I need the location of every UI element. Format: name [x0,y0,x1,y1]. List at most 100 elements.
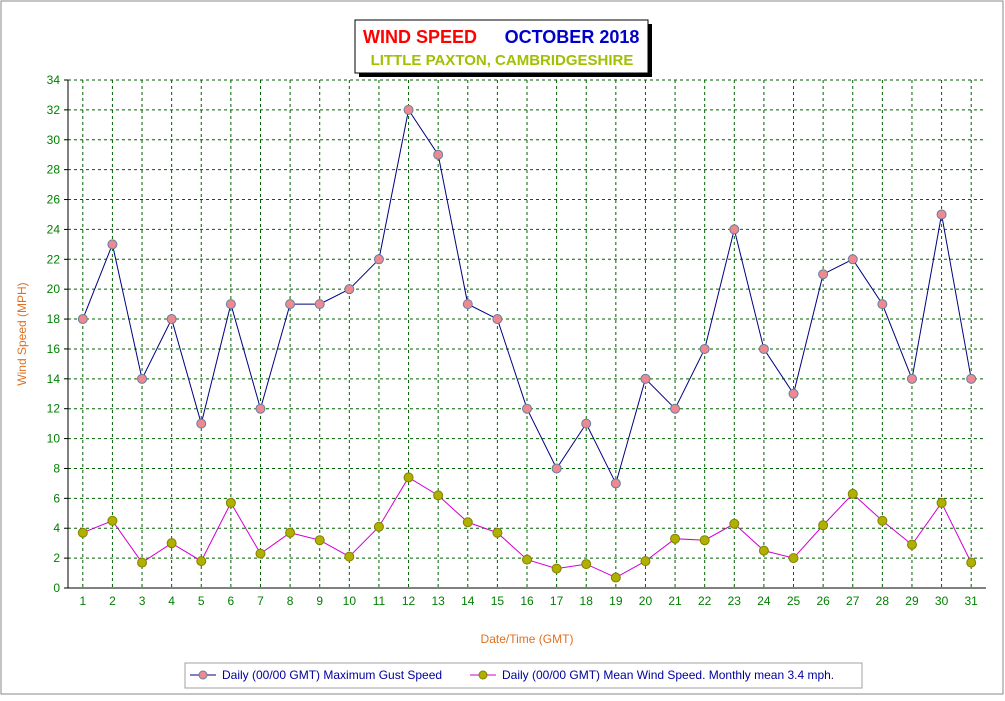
y-tick-label: 12 [47,402,61,416]
location: LITTLE PAXTON, CAMBRIDGESHIRE [371,52,634,69]
point [462,299,473,310]
y-tick-label: 0 [53,581,60,595]
x-tick-label: 24 [757,594,771,608]
point [225,299,236,310]
point [492,527,503,538]
x-tick-label: 2 [109,594,116,608]
point [670,533,681,544]
x-tick-label: 16 [520,594,534,608]
y-tick-label: 22 [47,252,61,266]
x-tick-label: 28 [876,594,890,608]
point [255,548,266,559]
point [670,403,681,414]
x-tick-label: 30 [935,594,949,608]
y-tick-label: 4 [53,521,60,535]
point [255,403,266,414]
x-tick-label: 14 [461,594,475,608]
point [966,557,977,568]
point [285,299,296,310]
point [877,515,888,526]
y-tick-label: 20 [47,282,61,296]
point [196,418,207,429]
x-tick-label: 1 [79,594,86,608]
x-tick-label: 21 [668,594,682,608]
x-tick-label: 19 [609,594,623,608]
point [403,104,414,115]
x-tick-label: 9 [316,594,323,608]
x-tick-label: 31 [965,594,979,608]
point [107,515,118,526]
legend-label: Daily (00/00 GMT) Mean Wind Speed. Month… [502,668,834,682]
legend-marker [478,670,488,680]
point [610,572,621,583]
y-tick-label: 6 [53,491,60,505]
point [877,299,888,310]
point [373,254,384,265]
point [433,149,444,160]
y-tick-label: 24 [47,222,61,236]
x-tick-label: 6 [228,594,235,608]
point [225,497,236,508]
point [818,269,829,280]
point [906,373,917,384]
point [581,418,592,429]
legend-box [184,662,863,689]
point [107,239,118,250]
point [373,521,384,532]
point [788,388,799,399]
x-tick-label: 18 [580,594,594,608]
x-tick-label: 25 [787,594,801,608]
point [314,299,325,310]
point [137,373,148,384]
point [640,556,651,567]
x-axis-label: Date/Time (GMT) [481,632,574,646]
y-tick-label: 30 [47,133,61,147]
legend-marker [198,670,208,680]
point [166,538,177,549]
x-tick-label: 7 [257,594,264,608]
point [344,551,355,562]
y-tick-label: 28 [47,163,61,177]
y-tick-label: 18 [47,312,61,326]
x-tick-label: 27 [846,594,860,608]
x-tick-label: 5 [198,594,205,608]
point [758,545,769,556]
x-tick-label: 8 [287,594,294,608]
point [433,490,444,501]
point [906,539,917,550]
point [492,314,503,325]
point [640,373,651,384]
point [522,554,532,565]
x-tick-label: 26 [816,594,830,608]
point [196,556,207,567]
point [699,343,710,354]
x-tick-label: 13 [431,594,445,608]
point [551,563,562,574]
point [77,314,88,325]
y-tick-label: 16 [47,342,61,356]
y-axis-label: Wind Speed (MPH) [15,282,29,385]
point [137,557,148,568]
chart-title: WIND SPEED [363,27,477,47]
point [403,472,414,483]
y-tick-label: 14 [47,372,61,386]
point [699,535,710,546]
x-tick-label: 10 [343,594,357,608]
point [77,527,88,538]
point [936,497,947,508]
x-tick-label: 12 [402,594,416,608]
point [936,209,947,220]
y-tick-label: 8 [53,461,60,475]
x-tick-label: 17 [550,594,564,608]
y-tick-label: 10 [47,432,61,446]
point [610,478,621,489]
point [729,518,740,529]
point [788,553,799,564]
point [966,373,977,384]
x-tick-label: 29 [905,594,919,608]
point [551,463,562,474]
x-tick-label: 22 [698,594,712,608]
x-tick-label: 4 [168,594,175,608]
